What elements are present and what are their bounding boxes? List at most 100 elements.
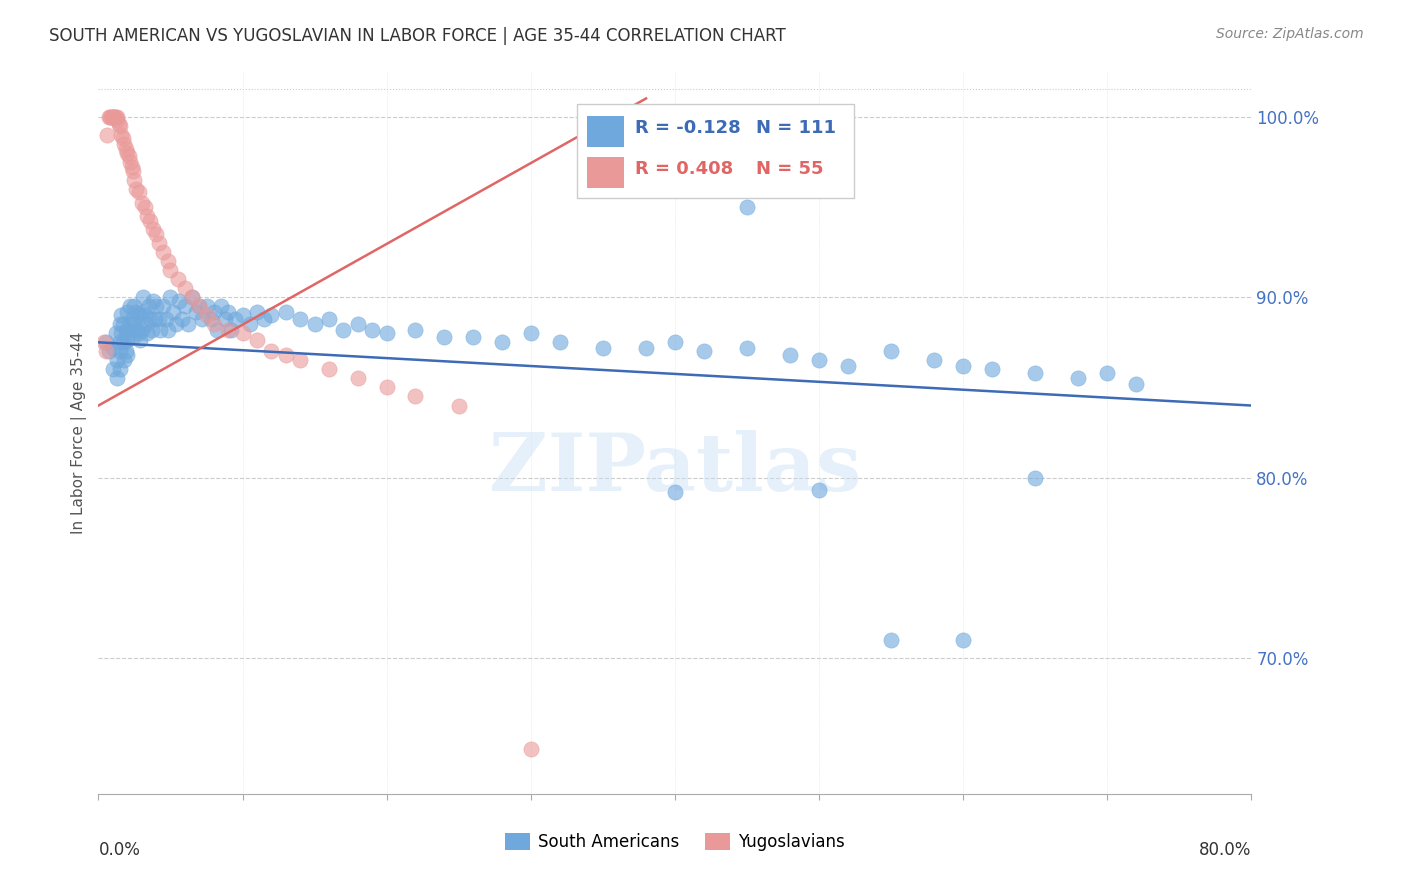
Point <box>97 344 120 359</box>
Point <box>121 311 143 326</box>
Point <box>290 353 312 368</box>
Point <box>186 304 208 318</box>
Point <box>346 371 368 385</box>
Point <box>202 318 225 332</box>
Point <box>405 390 427 404</box>
Point <box>101 341 124 355</box>
Point <box>231 308 254 322</box>
Text: R = 0.408: R = 0.408 <box>634 160 733 178</box>
Point <box>260 344 283 359</box>
Point <box>214 311 236 326</box>
Point <box>128 186 150 200</box>
Point <box>231 326 254 341</box>
Point <box>246 304 269 318</box>
Point <box>108 318 131 332</box>
Point <box>166 272 188 286</box>
Point <box>110 326 132 341</box>
Point <box>134 200 156 214</box>
Point <box>125 182 148 196</box>
Point <box>110 128 132 142</box>
Point <box>104 110 127 124</box>
Point <box>195 308 218 322</box>
Point <box>361 323 384 337</box>
Point <box>808 483 831 498</box>
Text: 80.0%: 80.0% <box>1199 841 1251 859</box>
Point <box>112 353 135 368</box>
Point <box>101 110 124 124</box>
Point <box>93 335 115 350</box>
Point <box>124 299 146 313</box>
Point <box>139 214 162 228</box>
Point <box>145 299 167 313</box>
Point <box>461 330 484 344</box>
Text: N = 111: N = 111 <box>755 119 835 136</box>
Point <box>592 341 614 355</box>
Point <box>239 318 262 332</box>
Point <box>693 344 716 359</box>
Point <box>121 160 143 174</box>
Point <box>318 311 340 326</box>
Point <box>219 323 242 337</box>
Y-axis label: In Labor Force | Age 35-44: In Labor Force | Age 35-44 <box>72 332 87 533</box>
Point <box>112 335 135 350</box>
Point <box>491 335 513 350</box>
Point <box>181 290 204 304</box>
Point <box>375 326 398 341</box>
Point <box>100 110 122 124</box>
Point <box>131 304 153 318</box>
Point <box>108 362 131 376</box>
Point <box>97 110 120 124</box>
Point <box>122 330 145 344</box>
Point <box>136 326 159 341</box>
Point <box>117 348 139 362</box>
Point <box>135 318 157 332</box>
Point <box>136 209 159 223</box>
Point <box>118 149 141 163</box>
Point <box>122 163 145 178</box>
Point <box>134 308 156 322</box>
Point <box>246 334 269 348</box>
Point <box>205 323 228 337</box>
Text: SOUTH AMERICAN VS YUGOSLAVIAN IN LABOR FORCE | AGE 35-44 CORRELATION CHART: SOUTH AMERICAN VS YUGOSLAVIAN IN LABOR F… <box>49 27 786 45</box>
Point <box>165 318 187 332</box>
Point <box>105 110 128 124</box>
Point <box>111 318 134 332</box>
Point <box>433 330 456 344</box>
Point <box>548 335 571 350</box>
Point <box>104 326 127 341</box>
Point <box>191 311 214 326</box>
Point <box>108 335 131 350</box>
Text: ZIPatlas: ZIPatlas <box>489 430 860 508</box>
Point <box>195 299 218 313</box>
Point <box>181 290 204 304</box>
Point <box>114 142 136 156</box>
Point <box>110 308 132 322</box>
Text: R = -0.128: R = -0.128 <box>634 119 741 136</box>
Point <box>94 344 117 359</box>
Text: N = 55: N = 55 <box>755 160 823 178</box>
Point <box>520 326 543 341</box>
Point <box>128 308 150 322</box>
Point <box>981 362 1004 376</box>
Point <box>1024 366 1046 380</box>
Point <box>520 741 543 756</box>
Point <box>224 311 246 326</box>
Point <box>139 311 162 326</box>
Point <box>188 299 211 313</box>
Point <box>155 311 177 326</box>
Point <box>112 136 135 151</box>
Point <box>200 311 222 326</box>
Point <box>120 154 142 169</box>
Point <box>127 323 149 337</box>
Point <box>1024 471 1046 485</box>
Point <box>149 323 172 337</box>
Point <box>156 254 179 268</box>
Point <box>131 196 153 211</box>
Point <box>405 323 427 337</box>
Point <box>636 341 658 355</box>
Point <box>129 334 152 348</box>
Point <box>152 244 174 259</box>
Point <box>125 304 148 318</box>
Point <box>114 344 136 359</box>
Point <box>837 359 859 373</box>
